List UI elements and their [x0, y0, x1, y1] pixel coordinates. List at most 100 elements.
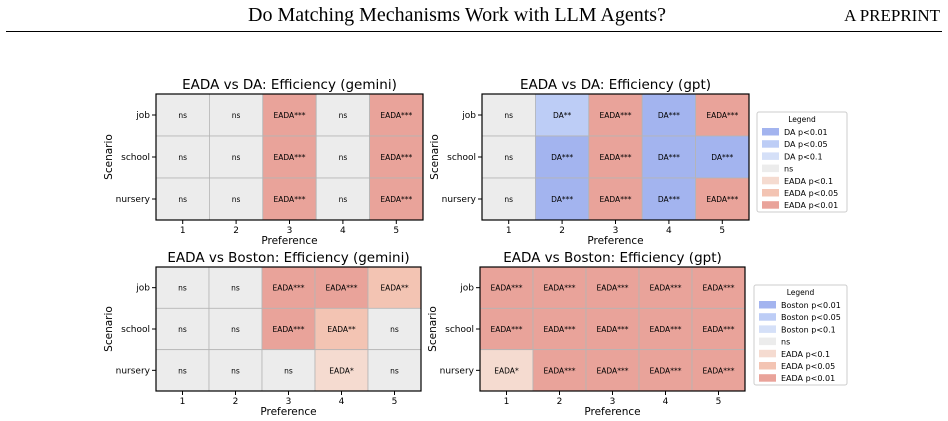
- cell-label: DA***: [711, 153, 733, 162]
- legend-label: EADA p<0.01: [784, 201, 838, 210]
- heatmap-cell: [695, 93, 750, 137]
- legend-swatch: [762, 128, 779, 136]
- heatmap-cell: [532, 349, 587, 392]
- heatmap-cell: [691, 307, 746, 351]
- x-tick-label: 5: [716, 397, 722, 407]
- cell-label: EADA***: [597, 284, 629, 293]
- cell-label: ns: [390, 366, 399, 375]
- legend-label: Boston p<0.01: [781, 301, 841, 310]
- x-tick-label: 1: [506, 226, 512, 236]
- heatmap-cell: [262, 135, 317, 179]
- cell-label: EADA*: [494, 366, 519, 375]
- y-tick-label: school: [121, 153, 150, 163]
- x-axis-label: Preference: [584, 406, 640, 418]
- x-tick-label: 3: [286, 397, 292, 407]
- legend-label: EADA p<0.05: [781, 362, 835, 371]
- legend-swatch: [762, 189, 779, 197]
- cell-label: ns: [232, 153, 241, 162]
- heatmap-cell: [479, 349, 534, 392]
- legend-swatch: [762, 140, 779, 148]
- x-tick-label: 3: [610, 397, 616, 407]
- cell-label: ns: [231, 325, 240, 334]
- y-tick-label: school: [447, 153, 476, 163]
- x-axis-label: Preference: [587, 235, 643, 247]
- legend-title: Legend: [788, 115, 816, 124]
- running-tag: A PREPRINT: [844, 6, 940, 25]
- cell-label: EADA***: [380, 153, 412, 162]
- x-tick-label: 5: [719, 226, 725, 236]
- running-title: Do Matching Mechanisms Work with LLM Age…: [248, 4, 666, 26]
- cell-label: EADA***: [650, 284, 682, 293]
- cell-label: EADA***: [600, 195, 632, 204]
- heatmap-cell: [367, 307, 422, 351]
- cell-label: EADA***: [706, 195, 738, 204]
- cell-label: EADA***: [273, 284, 305, 293]
- cell-label: EADA**: [327, 325, 355, 334]
- heatmap-cell: [314, 266, 369, 309]
- legend-label: EADA p<0.1: [784, 177, 833, 186]
- chart-title: EADA vs DA: Efficiency (gemini): [182, 77, 397, 93]
- cell-label: DA**: [553, 111, 572, 120]
- cell-label: ns: [504, 195, 513, 204]
- cell-label: ns: [232, 195, 241, 204]
- legend-swatch: [759, 337, 776, 346]
- heatmap-cell: [585, 349, 640, 392]
- cell-label: ns: [178, 153, 187, 162]
- cell-label: EADA***: [274, 195, 306, 204]
- legend-swatch: [759, 313, 776, 321]
- heatmap-cell: [369, 177, 424, 221]
- cell-label: EADA***: [597, 366, 629, 375]
- heatmap-cell: [691, 266, 746, 309]
- x-axis-label: Preference: [261, 235, 317, 247]
- legend-label: DA p<0.01: [784, 128, 828, 137]
- cell-label: EADA***: [380, 111, 412, 120]
- chart-title: EADA vs Boston: Efficiency (gemini): [167, 250, 409, 266]
- legend-label: ns: [784, 165, 793, 174]
- legend-label: EADA p<0.05: [784, 189, 838, 198]
- x-tick-label: 3: [613, 226, 619, 236]
- cell-label: EADA***: [600, 153, 632, 162]
- legend-swatch: [759, 325, 776, 333]
- heatmap-cell: [691, 349, 746, 392]
- heatmap-cell: [532, 307, 587, 351]
- heatmap-cell: [641, 177, 697, 221]
- x-tick-label: 2: [557, 397, 563, 407]
- heatmap-cell: [155, 93, 210, 137]
- heatmap-cell: [588, 135, 643, 179]
- cell-label: ns: [339, 195, 348, 204]
- cell-label: EADA***: [703, 366, 735, 375]
- heatmap-cell: [315, 135, 371, 179]
- cell-label: EADA***: [491, 325, 523, 334]
- cell-label: EADA***: [326, 284, 358, 293]
- legend-label: Boston p<0.05: [781, 313, 841, 322]
- heatmap-cell: [261, 349, 316, 392]
- cell-label: EADA*: [329, 366, 354, 375]
- y-tick-label: job: [459, 284, 474, 294]
- y-axis-label: Scenario: [429, 134, 441, 180]
- cell-label: ns: [231, 366, 240, 375]
- cell-label: ns: [390, 325, 399, 334]
- y-axis-label: Scenario: [427, 306, 439, 352]
- heatmap-cell: [588, 93, 643, 137]
- cell-label: EADA***: [706, 111, 738, 120]
- heatmap-cell: [585, 266, 640, 309]
- x-tick-label: 2: [233, 226, 239, 236]
- cell-label: DA***: [551, 153, 573, 162]
- y-axis-label: Scenario: [103, 306, 115, 352]
- x-tick-label: 5: [393, 226, 399, 236]
- heatmap-cell: [479, 266, 534, 309]
- cell-label: DA***: [658, 195, 680, 204]
- heatmap-cell: [481, 177, 536, 221]
- heatmap-cell: [208, 177, 264, 221]
- x-tick-label: 4: [339, 397, 345, 407]
- y-tick-label: job: [461, 111, 476, 121]
- cell-label: EADA***: [544, 284, 576, 293]
- x-tick-label: 1: [180, 226, 186, 236]
- x-tick-label: 2: [559, 226, 565, 236]
- y-tick-label: nursery: [442, 195, 477, 205]
- legend-swatch: [762, 176, 779, 185]
- cell-label: EADA***: [650, 325, 682, 334]
- legend-swatch: [762, 201, 779, 209]
- cell-label: ns: [178, 366, 187, 375]
